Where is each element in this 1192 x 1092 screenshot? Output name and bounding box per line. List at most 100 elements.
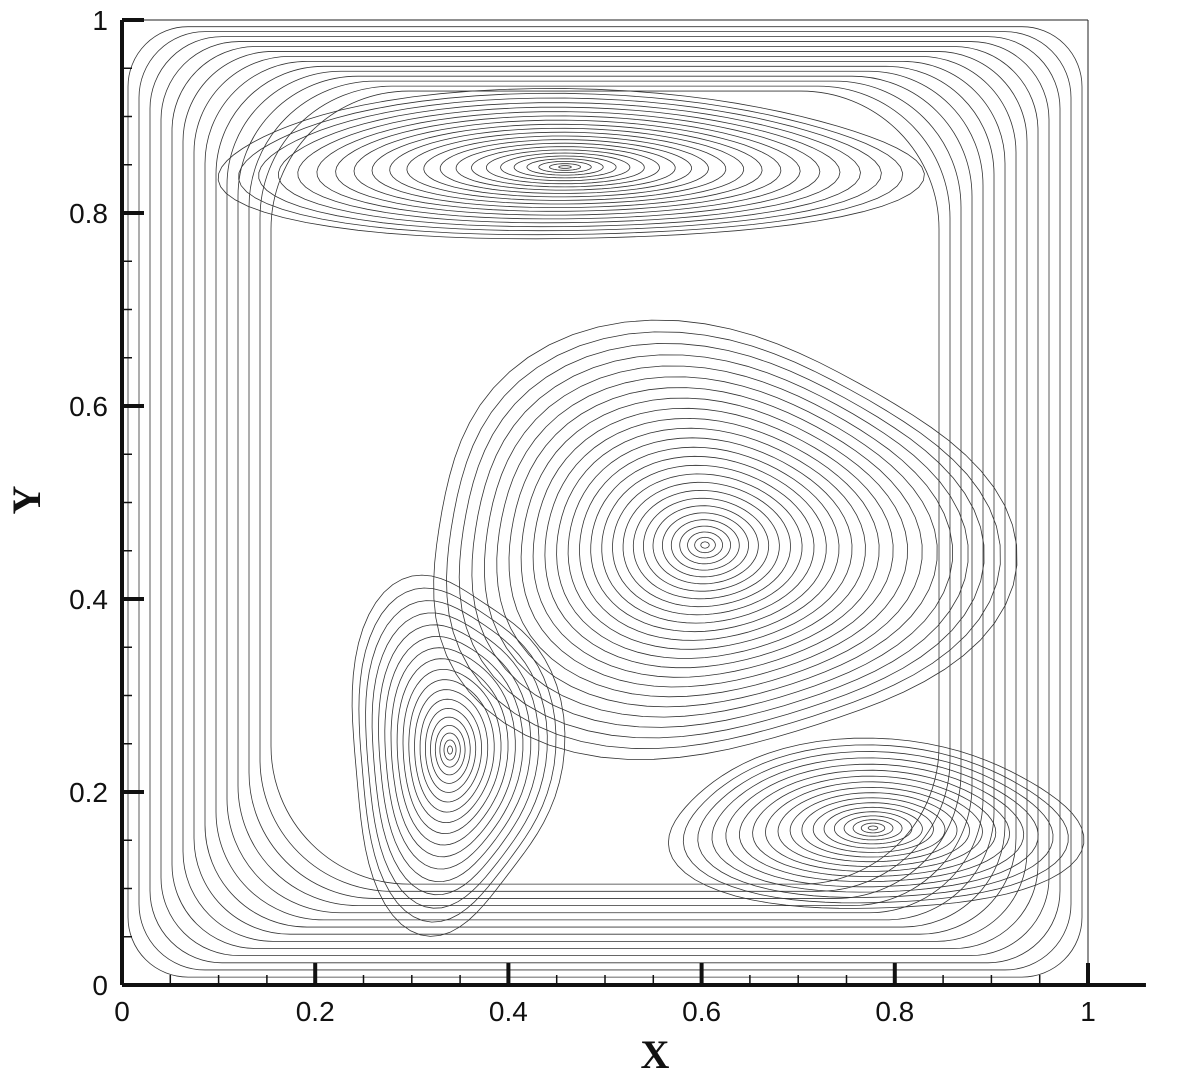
streamline	[335, 115, 801, 216]
streamline	[270, 90, 940, 885]
streamline	[471, 354, 969, 728]
streamline	[425, 707, 477, 793]
streamline	[258, 97, 882, 232]
streamline	[725, 763, 1025, 888]
streamline	[670, 519, 740, 571]
streamline	[483, 365, 953, 718]
streamline	[601, 464, 815, 624]
streamline	[679, 525, 732, 565]
streamline	[193, 56, 1017, 935]
streamline	[549, 163, 581, 171]
y-tick-label: 0.6	[69, 391, 108, 422]
x-tick-label: 0.6	[682, 996, 721, 1027]
streamline	[765, 781, 983, 872]
streamline	[642, 497, 770, 592]
streamline	[526, 158, 604, 176]
streamline	[297, 106, 841, 224]
x-tick-label: 0.4	[489, 996, 528, 1027]
streamline	[860, 822, 886, 834]
streamline	[852, 819, 894, 837]
streamline	[867, 825, 879, 831]
streamline	[434, 725, 466, 776]
y-tick-label: 0.2	[69, 777, 108, 808]
streamline	[371, 612, 540, 896]
streamline	[544, 417, 880, 669]
streamline	[439, 732, 461, 768]
streamline	[556, 427, 866, 659]
streamline	[378, 624, 532, 883]
y-tick-label: 0.4	[69, 584, 108, 615]
streamline	[371, 123, 763, 208]
streamline	[486, 149, 645, 185]
streamline	[834, 811, 913, 845]
streamline	[471, 146, 660, 188]
streamline	[384, 635, 524, 870]
streamline	[697, 751, 1054, 898]
streamline	[682, 744, 1069, 904]
streamline	[661, 512, 750, 578]
streamline	[433, 319, 1018, 760]
streamline	[687, 531, 724, 559]
streamline	[439, 139, 692, 194]
streamline	[558, 165, 572, 169]
y-tick-label: 0	[92, 970, 108, 1001]
streamline	[738, 769, 1011, 882]
streamline	[446, 331, 1001, 749]
streamline	[358, 587, 557, 923]
streamline	[419, 698, 483, 803]
streamline	[532, 407, 894, 678]
streamline	[632, 489, 780, 600]
streamline	[149, 36, 1061, 964]
streamline	[496, 376, 938, 708]
streamline	[711, 757, 1039, 893]
streamline	[430, 716, 471, 784]
streamline	[579, 446, 840, 641]
streamline	[423, 135, 709, 198]
streamline	[365, 600, 548, 909]
streamline	[237, 75, 973, 907]
streamlines	[127, 26, 1085, 978]
streamline	[248, 80, 962, 899]
streamline	[182, 51, 1028, 942]
streamline	[447, 745, 453, 755]
streamline	[538, 161, 592, 173]
streamline	[752, 775, 997, 877]
y-tick-label: 0.8	[69, 198, 108, 229]
y-axis-title: Y	[4, 485, 49, 514]
streamline	[812, 802, 934, 853]
y-tick-label: 1	[92, 5, 108, 36]
streamline	[777, 786, 970, 867]
streamline	[823, 806, 923, 849]
streamline	[590, 455, 827, 633]
streamline	[700, 541, 710, 549]
streamline	[500, 152, 631, 182]
x-axis-title: X	[641, 1032, 670, 1077]
streamline	[408, 679, 495, 824]
streamline	[138, 31, 1072, 971]
streamline	[567, 437, 853, 650]
streamline	[316, 111, 821, 220]
streamline	[801, 797, 946, 858]
streamline	[160, 41, 1050, 957]
streamline	[406, 131, 727, 201]
streamline	[390, 647, 516, 858]
x-tick-label: 0	[114, 996, 130, 1027]
x-tick-label: 0.2	[296, 996, 335, 1027]
streamline	[667, 737, 1085, 909]
streamline	[622, 481, 791, 608]
streamline	[652, 505, 759, 585]
streamline	[789, 792, 958, 863]
streamline	[513, 155, 617, 179]
x-tick-label: 1	[1080, 996, 1096, 1027]
streamline	[443, 739, 457, 761]
streamline	[414, 689, 489, 813]
streamline	[226, 70, 984, 914]
streamline	[215, 65, 995, 921]
streamline	[455, 142, 676, 191]
streamline	[612, 473, 803, 616]
streamline	[217, 88, 925, 240]
x-tick-label: 0.8	[875, 996, 914, 1027]
streamline	[402, 669, 502, 835]
streamline	[259, 85, 951, 892]
